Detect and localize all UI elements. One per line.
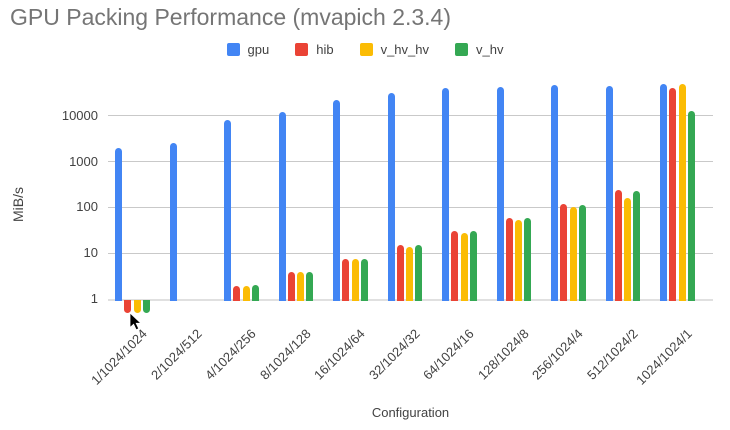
bar-hib-64/1024/16	[451, 231, 459, 301]
legend-item-hib: hib	[295, 42, 334, 57]
gridline-100	[108, 206, 713, 208]
bar-gpu-8/1024/128	[278, 112, 286, 301]
x-tick-label-16/1024/64: 16/1024/64	[311, 326, 369, 383]
legend-swatch-v_hv_hv	[359, 43, 373, 56]
bar-v_hv-4/1024/256	[251, 285, 259, 301]
legend-label-gpu: gpu	[247, 42, 270, 57]
bar-gpu-16/1024/64	[333, 100, 341, 301]
x-tick-label-256/1024/4: 256/1024/4	[529, 326, 587, 383]
bar-v_hv-32/1024/32	[415, 245, 423, 301]
bar-gpu-128/1024/8	[496, 86, 504, 301]
bar-v_hv_hv-32/1024/32	[406, 246, 414, 301]
bar-v_hv-8/1024/128	[306, 271, 314, 301]
bar-v_hv_hv-4/1024/256	[242, 286, 250, 301]
bar-v_hv-512/1024/2	[633, 191, 641, 301]
legend-swatch-gpu	[226, 43, 240, 56]
x-tick-label-128/1024/8: 128/1024/8	[474, 326, 532, 383]
gridline-1000	[108, 161, 713, 163]
bar-hib-32/1024/32	[396, 245, 404, 301]
bar-v_hv-16/1024/64	[360, 258, 368, 301]
legend-item-v_hv: v_hv	[455, 42, 503, 57]
bar-gpu-2/1024/512	[169, 142, 177, 301]
bar-v_hv_hv-256/1024/4	[569, 207, 577, 301]
bar-hib-128/1024/8	[505, 217, 513, 301]
bar-gpu-32/1024/32	[387, 93, 395, 301]
bar-gpu-256/1024/4	[551, 85, 559, 301]
bar-hib-512/1024/2	[614, 189, 622, 301]
y-tick-label-1: 1	[90, 291, 98, 306]
chart-title: GPU Packing Performance (mvapich 2.3.4)	[10, 4, 452, 30]
bar-v_hv_hv-1024/1024/1	[678, 84, 686, 301]
legend-item-v_hv_hv: v_hv_hv	[359, 42, 429, 57]
mouse-cursor	[129, 312, 142, 331]
bar-hib-4/1024/256	[233, 286, 241, 301]
x-tick-label-32/1024/32: 32/1024/32	[365, 326, 423, 383]
legend-swatch-hib	[295, 43, 309, 56]
bar-gpu-4/1024/256	[224, 120, 232, 301]
y-tick-label-10: 10	[83, 245, 98, 261]
bar-gpu-64/1024/16	[442, 87, 450, 301]
y-axis-title: MiB/s	[10, 187, 26, 222]
x-axis-title: Configuration	[371, 405, 450, 420]
y-tick-label-100: 100	[76, 199, 98, 215]
x-tick-label-8/1024/128: 8/1024/128	[256, 326, 314, 383]
bar-hib-8/1024/128	[287, 272, 295, 301]
bar-gpu-1/1024/1024	[115, 147, 123, 301]
legend-swatch-v_hv	[455, 43, 468, 56]
y-tick-label-10000: 10000	[61, 107, 98, 123]
x-tick-label-4/1024/256: 4/1024/256	[202, 326, 260, 383]
legend-label-v_hv: v_hv	[476, 42, 504, 57]
legend-item-gpu: gpu	[226, 42, 270, 57]
bar-v_hv-1/1024/1024	[142, 300, 150, 313]
bar-hib-16/1024/64	[342, 258, 350, 301]
bar-v_hv_hv-16/1024/64	[351, 259, 359, 301]
bar-hib-256/1024/4	[560, 204, 568, 301]
bar-hib-1/1024/1024	[124, 300, 132, 313]
legend-label-v_hv_hv: v_hv_hv	[380, 42, 429, 57]
bar-hib-1024/1024/1	[669, 88, 677, 301]
x-tick-label-1/1024/1024: 1/1024/1024	[88, 326, 151, 388]
bar-v_hv_hv-128/1024/8	[515, 220, 523, 301]
bar-v_hv_hv-8/1024/128	[297, 272, 305, 301]
legend-label-hib: hib	[316, 42, 334, 57]
bar-v_hv-256/1024/4	[578, 204, 586, 301]
y-tick-label-1000: 1000	[69, 153, 98, 169]
bar-v_hv_hv-512/1024/2	[624, 198, 632, 301]
bar-v_hv-128/1024/8	[524, 217, 532, 301]
bar-v_hv_hv-1/1024/1024	[133, 300, 141, 313]
x-tick-label-64/1024/16: 64/1024/16	[420, 326, 478, 383]
bar-v_hv-64/1024/16	[469, 231, 477, 301]
bar-gpu-1024/1024/1	[660, 84, 668, 301]
bar-v_hv-1024/1024/1	[687, 111, 695, 301]
x-tick-label-1024/1024/1: 1024/1024/1	[633, 326, 696, 388]
x-tick-label-2/1024/512: 2/1024/512	[147, 326, 205, 383]
x-tick-label-512/1024/2: 512/1024/2	[583, 326, 641, 383]
bar-gpu-512/1024/2	[605, 86, 613, 301]
bar-v_hv_hv-64/1024/16	[460, 232, 468, 301]
legend: gpu hib v_hv_hv v_hv	[0, 42, 730, 57]
plot-area	[108, 78, 713, 319]
gridline-10000	[108, 115, 713, 117]
